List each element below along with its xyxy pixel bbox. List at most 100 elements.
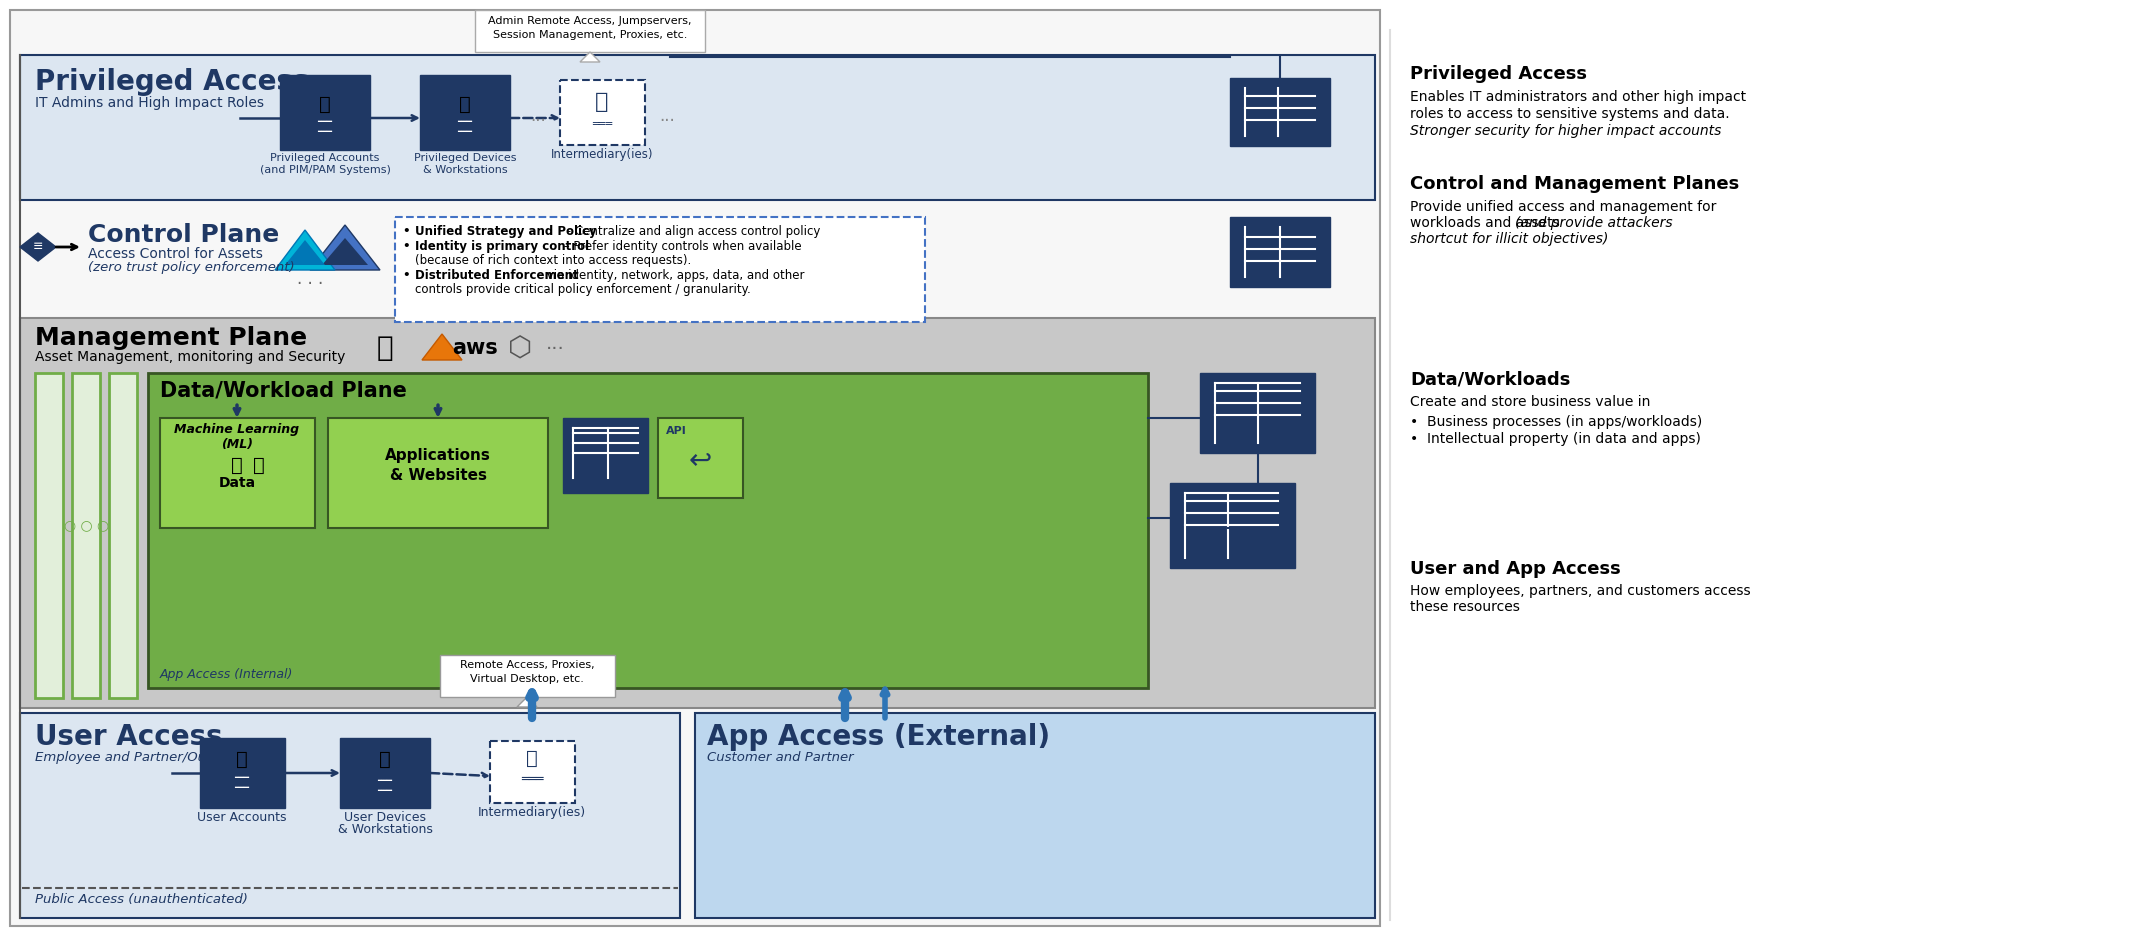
Bar bbox=[475, 10, 705, 52]
Polygon shape bbox=[421, 334, 462, 360]
Text: via identity, network, apps, data, and other: via identity, network, apps, data, and o… bbox=[543, 269, 806, 282]
Polygon shape bbox=[286, 240, 324, 265]
Text: Create and store business value in: Create and store business value in bbox=[1409, 395, 1650, 409]
Text: aws: aws bbox=[451, 338, 498, 358]
Text: ⬛: ⬛ bbox=[595, 92, 608, 112]
Text: API: API bbox=[666, 426, 687, 436]
Text: (and PIM/PAM Systems): (and PIM/PAM Systems) bbox=[260, 165, 391, 175]
Text: Remote Access, Proxies,: Remote Access, Proxies, bbox=[460, 660, 595, 670]
Text: Applications: Applications bbox=[384, 448, 492, 463]
Text: Privileged Access: Privileged Access bbox=[1409, 65, 1587, 83]
Bar bbox=[395, 217, 926, 322]
Text: ━━━
━━━: ━━━ ━━━ bbox=[458, 117, 473, 137]
Text: Provide unified access and management for: Provide unified access and management fo… bbox=[1409, 200, 1716, 214]
Text: Machine Learning: Machine Learning bbox=[174, 423, 299, 436]
Bar bbox=[696, 713, 1375, 918]
Text: Identity is primary control: Identity is primary control bbox=[415, 240, 589, 253]
Text: ≡: ≡ bbox=[32, 240, 43, 253]
Bar bbox=[490, 741, 576, 803]
Text: workloads and assets: workloads and assets bbox=[1409, 216, 1564, 230]
Polygon shape bbox=[309, 225, 380, 270]
Text: 📄: 📄 bbox=[232, 456, 243, 475]
Text: Management Plane: Management Plane bbox=[34, 326, 307, 350]
Text: Customer and Partner: Customer and Partner bbox=[707, 751, 853, 764]
Text: User Devices: User Devices bbox=[344, 811, 425, 824]
Text: & Websites: & Websites bbox=[389, 468, 485, 483]
Bar bbox=[563, 418, 649, 493]
Text: & Workstations: & Workstations bbox=[337, 823, 432, 836]
Text: User and App Access: User and App Access bbox=[1409, 560, 1622, 578]
Text: ···: ··· bbox=[546, 340, 565, 359]
Bar bbox=[110, 373, 137, 698]
Text: •  Intellectual property (in data and apps): • Intellectual property (in data and app… bbox=[1409, 432, 1701, 446]
Text: User Access: User Access bbox=[34, 723, 223, 751]
Text: App Access (External): App Access (External) bbox=[707, 723, 1050, 751]
Text: •: • bbox=[404, 269, 419, 282]
Text: ═══: ═══ bbox=[593, 118, 612, 128]
Polygon shape bbox=[275, 230, 335, 270]
Text: Employee and Partner/Outsourcer: Employee and Partner/Outsourcer bbox=[34, 751, 262, 764]
Text: •: • bbox=[404, 225, 419, 238]
Bar bbox=[1231, 217, 1330, 287]
Bar bbox=[19, 318, 1375, 708]
Bar bbox=[1171, 483, 1295, 568]
Polygon shape bbox=[518, 697, 537, 707]
Text: (because of rich context into access requests).: (because of rich context into access req… bbox=[415, 254, 692, 267]
Text: ···: ··· bbox=[659, 112, 674, 130]
Bar bbox=[19, 55, 1375, 200]
Text: Privileged Access: Privileged Access bbox=[34, 68, 309, 96]
Text: shortcut for illicit objectives): shortcut for illicit objectives) bbox=[1409, 232, 1609, 246]
Text: Data/Workloads: Data/Workloads bbox=[1409, 370, 1570, 388]
Bar bbox=[561, 80, 644, 145]
Text: •: • bbox=[404, 240, 419, 253]
Text: Privileged Accounts: Privileged Accounts bbox=[271, 153, 380, 163]
Text: Enables IT administrators and other high impact: Enables IT administrators and other high… bbox=[1409, 90, 1746, 104]
Text: Virtual Desktop, etc.: Virtual Desktop, etc. bbox=[470, 674, 584, 684]
Text: ↩: ↩ bbox=[687, 446, 711, 474]
Text: ⬡: ⬡ bbox=[507, 334, 533, 362]
Text: ○ ○ ○: ○ ○ ○ bbox=[64, 518, 110, 532]
Text: Unified Strategy and Policy: Unified Strategy and Policy bbox=[415, 225, 597, 238]
Text: (ML): (ML) bbox=[221, 438, 253, 451]
Text: ━━━
━━━: ━━━ ━━━ bbox=[318, 117, 333, 137]
Text: 🏢: 🏢 bbox=[376, 334, 393, 362]
Text: ⬛: ⬛ bbox=[526, 749, 537, 768]
Text: ═══: ═══ bbox=[520, 773, 543, 786]
Text: these resources: these resources bbox=[1409, 600, 1521, 614]
Text: Privileged Devices: Privileged Devices bbox=[415, 153, 516, 163]
Bar bbox=[421, 75, 509, 150]
Bar bbox=[34, 373, 62, 698]
Text: · · ·: · · · bbox=[296, 275, 322, 293]
Text: Intermediary(ies): Intermediary(ies) bbox=[550, 148, 653, 161]
Text: •  Business processes (in apps/workloads): • Business processes (in apps/workloads) bbox=[1409, 415, 1701, 429]
Bar bbox=[1231, 78, 1330, 146]
Text: (zero trust policy enforcement): (zero trust policy enforcement) bbox=[88, 261, 294, 274]
Bar bbox=[11, 10, 1379, 926]
Polygon shape bbox=[19, 233, 56, 261]
Text: Data: Data bbox=[219, 476, 256, 490]
Bar bbox=[73, 373, 101, 698]
Text: User Accounts: User Accounts bbox=[198, 811, 286, 824]
Text: Distributed Enforcement: Distributed Enforcement bbox=[415, 269, 578, 282]
Text: ···: ··· bbox=[531, 112, 546, 130]
Bar bbox=[279, 75, 369, 150]
Bar bbox=[148, 373, 1147, 688]
Bar bbox=[329, 418, 548, 528]
Text: ━━━
━━━: ━━━ ━━━ bbox=[234, 773, 249, 793]
Text: - Centralize and align access control policy: - Centralize and align access control po… bbox=[563, 225, 821, 238]
Text: ━━━
━━━: ━━━ ━━━ bbox=[378, 776, 393, 796]
Text: How employees, partners, and customers access: How employees, partners, and customers a… bbox=[1409, 584, 1751, 598]
Text: IT Admins and High Impact Roles: IT Admins and High Impact Roles bbox=[34, 96, 264, 110]
Text: roles to access to sensitive systems and data.: roles to access to sensitive systems and… bbox=[1409, 107, 1729, 121]
Text: 👤: 👤 bbox=[236, 750, 247, 769]
Bar bbox=[159, 418, 316, 528]
Polygon shape bbox=[322, 238, 367, 265]
Bar bbox=[440, 655, 614, 697]
Text: (and provide attackers: (and provide attackers bbox=[1409, 216, 1673, 230]
Text: 👤: 👤 bbox=[320, 95, 331, 114]
Text: Intermediary(ies): Intermediary(ies) bbox=[479, 806, 586, 819]
Text: 🖥: 🖥 bbox=[380, 750, 391, 769]
Text: Control Plane: Control Plane bbox=[88, 223, 279, 247]
Text: Public Access (unauthenticated): Public Access (unauthenticated) bbox=[34, 893, 247, 906]
Text: 🗄: 🗄 bbox=[253, 456, 264, 475]
